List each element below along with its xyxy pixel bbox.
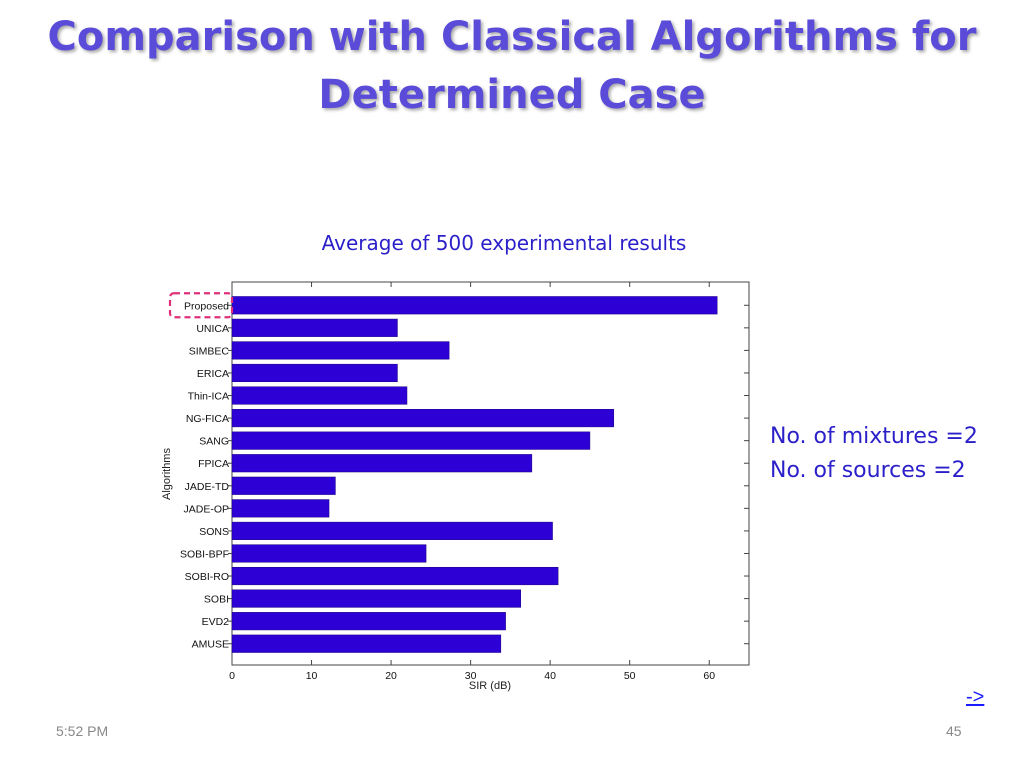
y-tick-label-erica: ERICA	[197, 368, 229, 380]
page-number: 45	[946, 723, 962, 739]
slide-title: Comparison with Classical Algorithms for…	[47, 14, 977, 118]
bar-sobi	[231, 589, 521, 608]
bar-ng-fica	[231, 409, 615, 428]
bar-unica	[231, 318, 398, 337]
x-tick-label: 60	[703, 670, 715, 682]
chart-subtitle: Average of 500 experimental results	[321, 231, 687, 255]
x-tick-label: 0	[229, 670, 235, 682]
y-tick-label-sons: SONS	[199, 526, 229, 538]
x-axis-label: SIR (dB)	[469, 680, 511, 692]
x-tick-label: 40	[544, 670, 556, 682]
y-tick-label-jade-op: JADE-OP	[183, 503, 229, 515]
y-tick-label-sobi: SOBI	[204, 594, 229, 606]
bar-amuse	[231, 634, 502, 653]
sources-note: No. of sources =2	[770, 458, 966, 483]
x-tick-label: 10	[306, 670, 318, 682]
footer-time: 5:52 PM	[56, 723, 109, 739]
y-tick-label-simbec: SIMBEC	[189, 345, 230, 357]
y-tick-label-evd2: EVD2	[202, 616, 230, 628]
bar-sobi-bpf	[231, 544, 427, 563]
bar-thin-ica	[231, 386, 408, 405]
bar-jade-op	[231, 499, 330, 518]
x-tick-label: 30	[465, 670, 477, 682]
y-tick-label-unica: UNICA	[196, 323, 229, 335]
x-tick-label: 50	[624, 670, 636, 682]
y-tick-label-fpica: FPICA	[198, 458, 229, 470]
sir-bar-chart: Proposed UNICA SIMBEC ERICA Thin-ICA NG-FICA S…	[161, 281, 750, 692]
x-tick-label: 20	[385, 670, 397, 682]
bar-proposed	[231, 296, 718, 315]
bar-sobi-ro	[231, 566, 559, 586]
bar-jade-td	[231, 476, 336, 495]
experiment-note: No. of mixtures =2 No. of sources =2	[770, 420, 978, 488]
highlight-box	[168, 292, 234, 319]
bar-erica	[231, 363, 398, 383]
bar-sons	[231, 521, 553, 540]
bar-simbec	[231, 341, 450, 360]
y-tick-label-ng-fica: NG-FICA	[186, 413, 229, 425]
y-tick-label-amuse: AMUSE	[192, 639, 229, 651]
y-tick-label-thin-ica: Thin-ICA	[188, 391, 229, 403]
y-tick-label-proposed: Proposed	[184, 300, 229, 312]
bar-evd2	[231, 612, 506, 631]
y-tick-label-sang: SANG	[199, 436, 229, 448]
y-tick-label-sobi-bpf: SOBI-BPF	[180, 548, 229, 560]
y-tick-label-sobi-ro: SOBI-RO	[185, 571, 229, 583]
y-axis-label: Algorithms	[161, 448, 173, 500]
y-tick-label-jade-td: JADE-TD	[185, 481, 230, 493]
mixtures-note: No. of mixtures =2	[770, 424, 978, 449]
bar-fpica	[231, 454, 533, 473]
next-slide-link[interactable]: ->	[966, 686, 985, 708]
bar-sang	[231, 431, 591, 450]
